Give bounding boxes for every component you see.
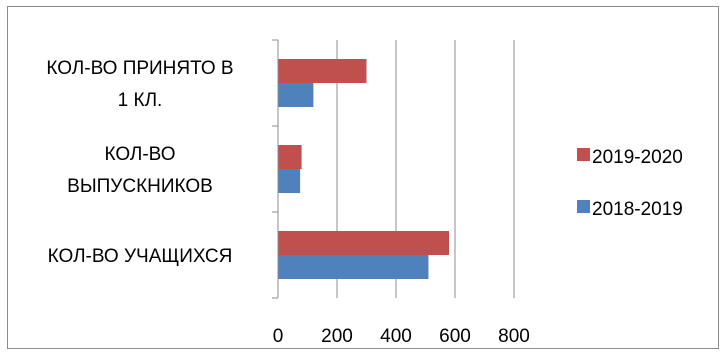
category-label: КОЛ-ВО — [104, 144, 175, 165]
legend: 2019-2020 2018-2019 — [577, 147, 683, 220]
category-label: ВЫПУСКНИКОВ — [67, 176, 213, 197]
legend-swatch-2019-2020 — [577, 148, 590, 161]
tick-labels: 0 200 400 600 800 — [273, 326, 530, 347]
x-tick-label: 200 — [321, 326, 353, 347]
axis — [272, 39, 279, 299]
bar-2018-2019-1 — [278, 169, 301, 193]
x-tick-label: 400 — [380, 326, 412, 347]
category-labels: КОЛ-ВО УЧАЩИХСЯ КОЛ-ВО ВЫПУСКНИКОВ КОЛ-ВО П… — [46, 58, 233, 267]
legend-swatch-2018-2019 — [577, 200, 590, 213]
bar-2018-2019-0 — [278, 255, 429, 279]
category-label: КОЛ-ВО УЧАЩИХСЯ — [48, 246, 233, 267]
x-tick-label: 600 — [439, 326, 471, 347]
legend-label: 2019-2020 — [592, 147, 683, 168]
x-tick-label: 0 — [273, 326, 284, 347]
bars — [278, 59, 450, 279]
bar-2019-2020-0 — [278, 231, 450, 255]
bar-2019-2020-1 — [278, 145, 302, 169]
category-label: КОЛ-ВО ПРИНЯТО В — [46, 58, 233, 79]
x-tick-label: 800 — [498, 326, 530, 347]
category-label: 1 КЛ. — [118, 90, 163, 111]
bar-2019-2020-2 — [278, 59, 367, 83]
legend-label: 2018-2019 — [592, 199, 683, 220]
bar-2018-2019-2 — [278, 83, 314, 107]
